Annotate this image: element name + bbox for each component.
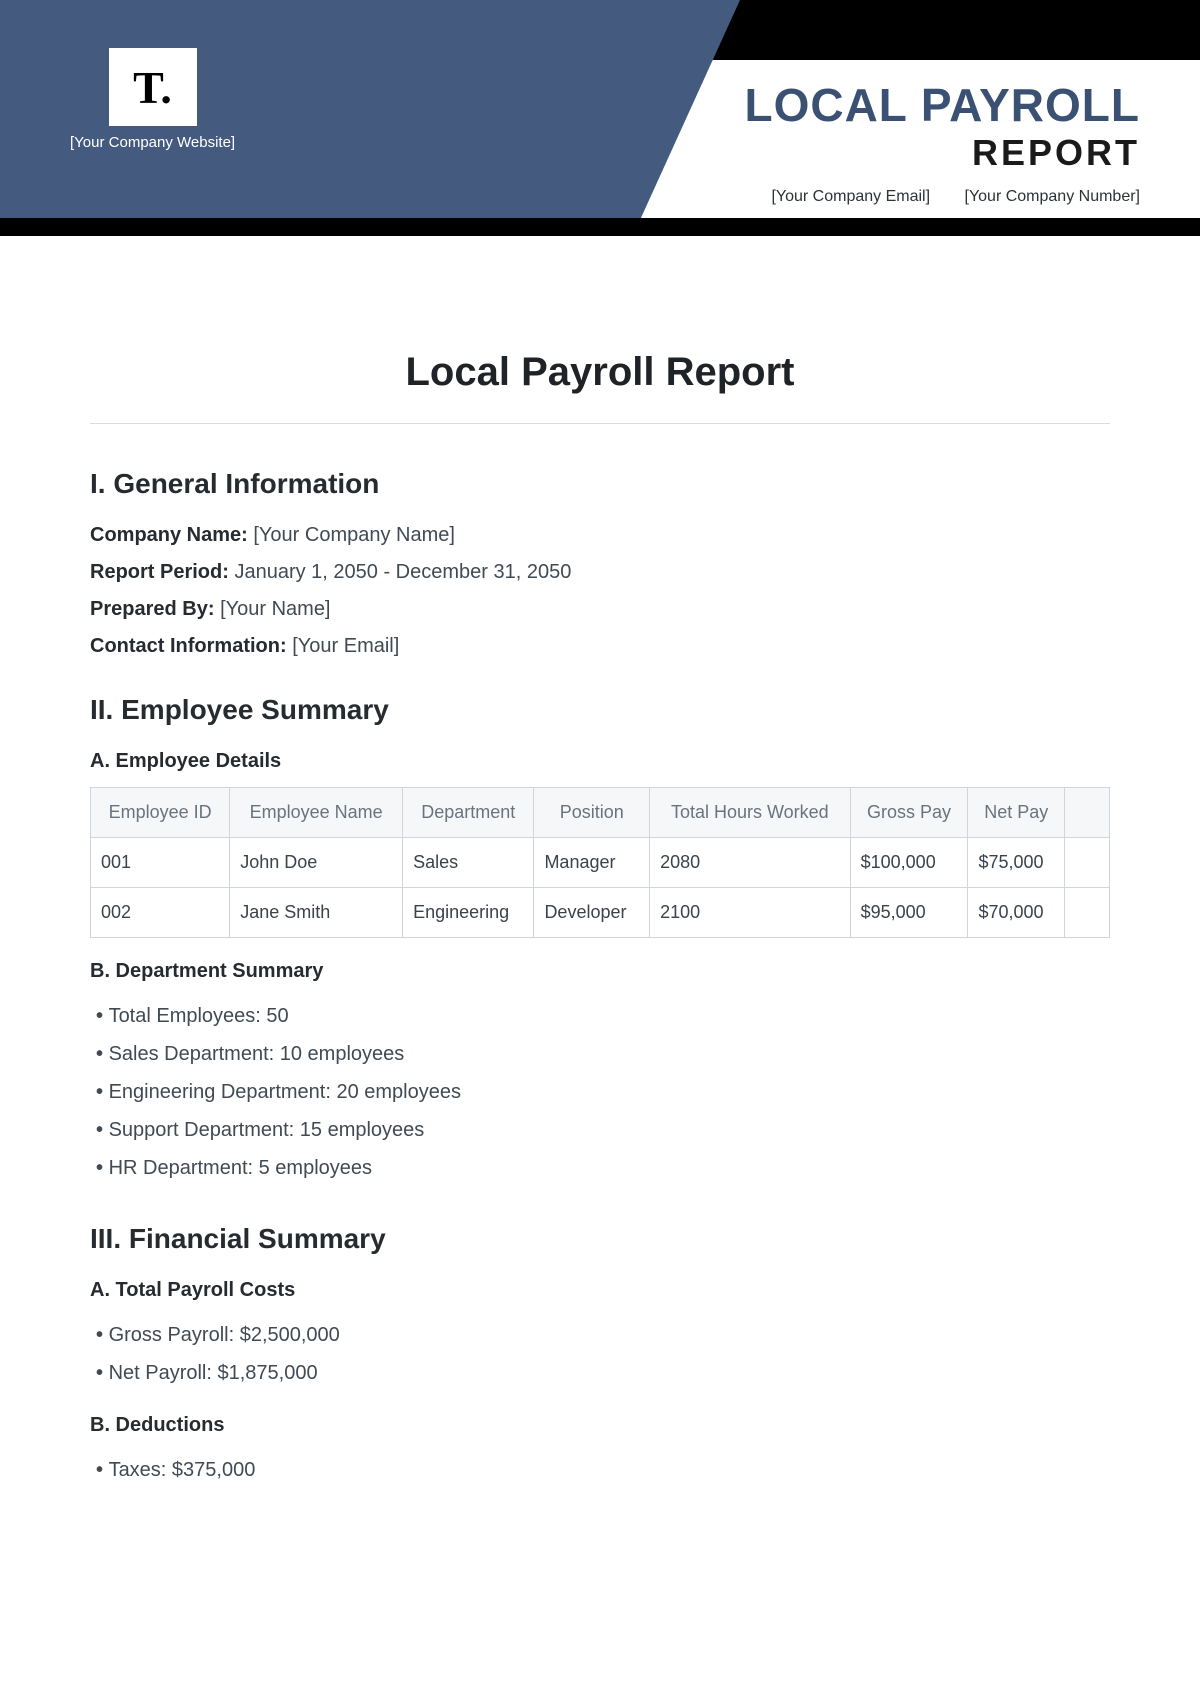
table-cell: Manager	[534, 838, 650, 888]
table-header-cell: Total Hours Worked	[650, 788, 851, 838]
company-number: [Your Company Number]	[965, 188, 1141, 205]
prepared-by-label: Prepared By:	[90, 598, 215, 620]
section-2b-heading: B. Department Summary	[90, 960, 1110, 983]
header-title-line1: LOCAL PAYROLL	[741, 78, 1140, 132]
document-title: Local Payroll Report	[90, 350, 1110, 395]
section-3-heading: III. Financial Summary	[90, 1223, 1110, 1255]
header-title-block: LOCAL PAYROLL REPORT [Your Company Email…	[741, 78, 1140, 206]
employee-table: Employee IDEmployee NameDepartmentPositi…	[90, 787, 1110, 938]
table-cell: Jane Smith	[230, 888, 403, 938]
header-title-line2: REPORT	[741, 132, 1140, 174]
contact-label: Contact Information:	[90, 635, 287, 657]
list-item: Net Payroll: $1,875,000	[96, 1354, 1110, 1392]
contact-value: [Your Email]	[292, 635, 399, 657]
document-body: Local Payroll Report I. General Informat…	[0, 230, 1200, 1489]
company-website: [Your Company Website]	[70, 134, 235, 151]
table-header-cell: Gross Pay	[850, 788, 968, 838]
section-1-heading: I. General Information	[90, 468, 1110, 500]
table-cell: 2080	[650, 838, 851, 888]
title-divider	[90, 423, 1110, 424]
list-item: Support Department: 15 employees	[96, 1111, 1110, 1149]
contact-line: Contact Information: [Your Email]	[90, 635, 1110, 658]
table-cell: $70,000	[968, 888, 1065, 938]
table-cell: Developer	[534, 888, 650, 938]
logo-letter: T.	[133, 61, 172, 114]
table-row: 002Jane SmithEngineeringDeveloper2100$95…	[91, 888, 1110, 938]
company-email: [Your Company Email]	[771, 188, 930, 205]
table-header-cell: Employee Name	[230, 788, 403, 838]
payroll-costs-list: Gross Payroll: $2,500,000Net Payroll: $1…	[90, 1316, 1110, 1392]
header-banner: T. [Your Company Website] LOCAL PAYROLL …	[0, 0, 1200, 230]
table-row: 001John DoeSalesManager2080$100,000$75,0…	[91, 838, 1110, 888]
prepared-by-value: [Your Name]	[220, 598, 330, 620]
list-item: Engineering Department: 20 employees	[96, 1073, 1110, 1111]
section-2-heading: II. Employee Summary	[90, 694, 1110, 726]
section-3b-heading: B. Deductions	[90, 1414, 1110, 1437]
company-name-line: Company Name: [Your Company Name]	[90, 524, 1110, 547]
table-cell: $75,000	[968, 838, 1065, 888]
list-item: Taxes: $375,000	[96, 1451, 1110, 1489]
table-header-cell	[1065, 788, 1110, 838]
table-cell	[1065, 888, 1110, 938]
logo-block: T. [Your Company Website]	[70, 48, 235, 151]
list-item: Sales Department: 10 employees	[96, 1035, 1110, 1073]
prepared-by-line: Prepared By: [Your Name]	[90, 598, 1110, 621]
table-cell: 2100	[650, 888, 851, 938]
table-cell: $100,000	[850, 838, 968, 888]
table-cell: John Doe	[230, 838, 403, 888]
banner-underline	[0, 218, 1200, 236]
table-header-cell: Position	[534, 788, 650, 838]
department-summary-list: Total Employees: 50Sales Department: 10 …	[90, 997, 1110, 1187]
table-cell	[1065, 838, 1110, 888]
table-header-cell: Department	[403, 788, 534, 838]
table-cell: Sales	[403, 838, 534, 888]
company-name-value: [Your Company Name]	[253, 524, 455, 546]
report-period-label: Report Period:	[90, 561, 229, 583]
list-item: HR Department: 5 employees	[96, 1149, 1110, 1187]
section-2a-heading: A. Employee Details	[90, 750, 1110, 773]
section-3a-heading: A. Total Payroll Costs	[90, 1279, 1110, 1302]
table-header-cell: Employee ID	[91, 788, 230, 838]
table-header-cell: Net Pay	[968, 788, 1065, 838]
table-cell: 001	[91, 838, 230, 888]
logo-icon: T.	[109, 48, 197, 126]
deductions-list: Taxes: $375,000	[90, 1451, 1110, 1489]
header-contact-row: [Your Company Email] [Your Company Numbe…	[741, 188, 1140, 206]
table-cell: Engineering	[403, 888, 534, 938]
table-cell: 002	[91, 888, 230, 938]
report-period-value: January 1, 2050 - December 31, 2050	[234, 561, 571, 583]
employee-table-wrap: Employee IDEmployee NameDepartmentPositi…	[90, 787, 1110, 938]
list-item: Gross Payroll: $2,500,000	[96, 1316, 1110, 1354]
report-period-line: Report Period: January 1, 2050 - Decembe…	[90, 561, 1110, 584]
company-name-label: Company Name:	[90, 524, 248, 546]
list-item: Total Employees: 50	[96, 997, 1110, 1035]
table-cell: $95,000	[850, 888, 968, 938]
